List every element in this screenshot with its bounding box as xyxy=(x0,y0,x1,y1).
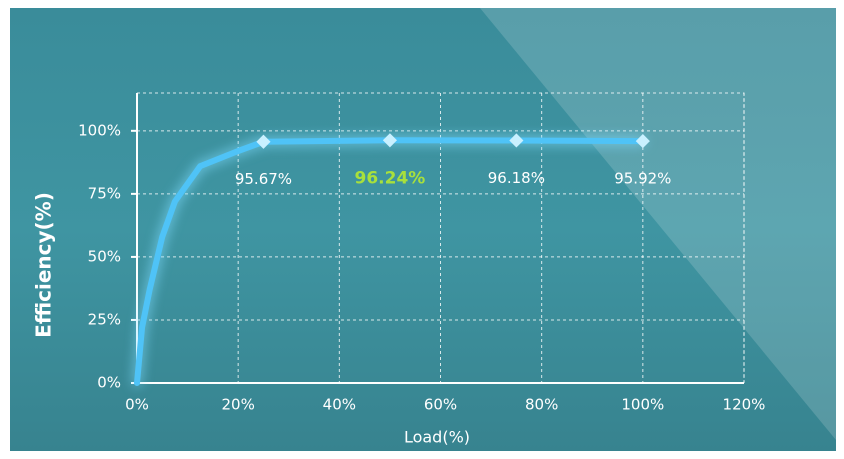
y-tick-label: 25% xyxy=(88,310,121,328)
y-tick-label: 0% xyxy=(97,374,121,392)
x-axis-title: Load(%) xyxy=(404,428,470,447)
point-marker xyxy=(509,133,524,148)
value-label: 96.18% xyxy=(488,169,545,187)
x-tick-label: 60% xyxy=(424,396,457,414)
value-label: 96.24% xyxy=(355,168,426,188)
x-tick-label: 80% xyxy=(525,396,558,414)
y-tick-label: 50% xyxy=(88,247,121,265)
x-tick-label: 0% xyxy=(125,396,149,414)
background xyxy=(10,8,836,451)
efficiency-curve xyxy=(134,137,646,386)
y-axis-title: Efficiency(%) xyxy=(32,192,56,338)
point-marker xyxy=(382,133,397,148)
x-tick-label: 120% xyxy=(723,396,766,414)
value-label: 95.92% xyxy=(614,170,671,188)
x-tick-label: 20% xyxy=(221,396,254,414)
x-tick-label: 40% xyxy=(323,396,356,414)
light-overlay xyxy=(480,8,836,440)
point-marker xyxy=(256,134,271,149)
y-tick-label: 100% xyxy=(78,121,121,139)
y-tick-label: 75% xyxy=(88,184,121,202)
point-marker xyxy=(635,134,650,149)
value-label: 95.67% xyxy=(235,170,292,188)
x-tick-label: 100% xyxy=(621,396,664,414)
